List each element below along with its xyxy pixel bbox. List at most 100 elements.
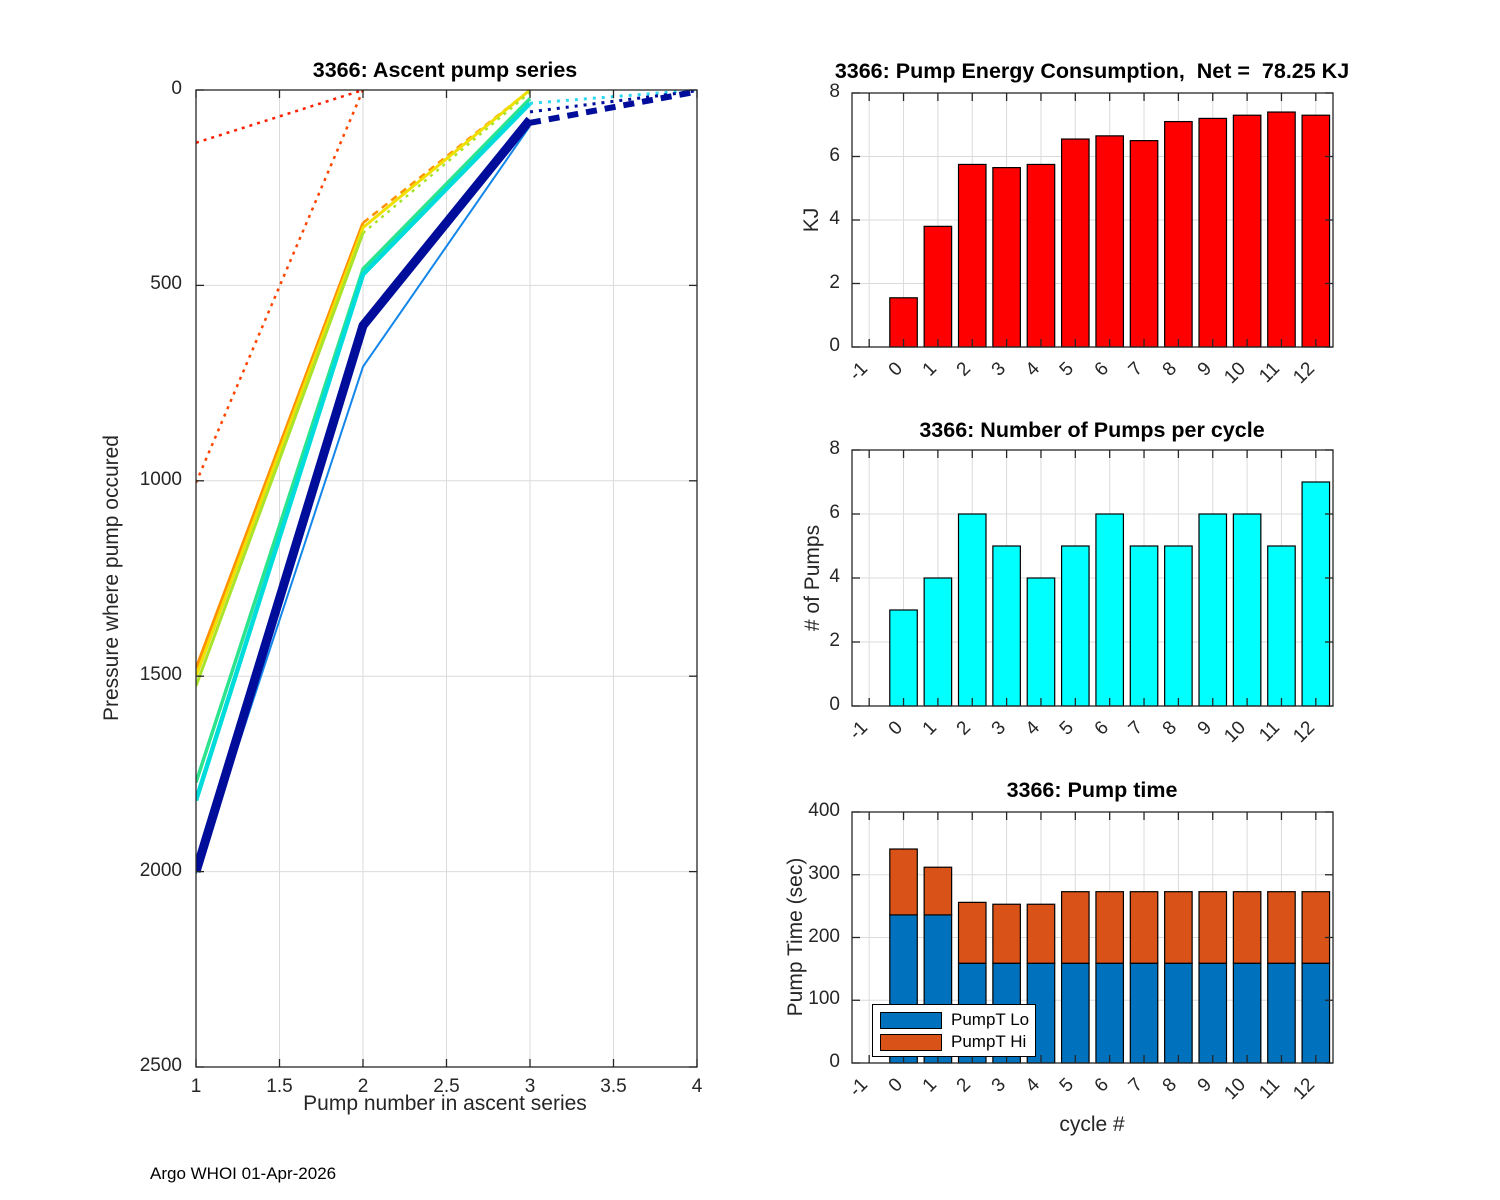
tick-label: 0 xyxy=(171,78,182,99)
tick-label: 8 xyxy=(829,438,840,459)
tick-label: 2 xyxy=(357,1076,369,1097)
pumpt-hi-swatch xyxy=(880,1033,942,1051)
energy-title: 3366: Pump Energy Consumption, Net = 78.… xyxy=(834,59,1350,83)
pumps-bar xyxy=(1129,545,1159,707)
energy-bar xyxy=(1060,138,1090,348)
tick-label: 0 xyxy=(829,694,840,715)
ascent-xlabel: Pump number in ascent series xyxy=(303,1092,587,1115)
time-legend: PumpT Lo PumpT Hi xyxy=(872,1004,1036,1057)
energy-bar xyxy=(1129,140,1159,348)
tick-label: 2500 xyxy=(139,1055,182,1076)
pumps-title: 3366: Number of Pumps per cycle xyxy=(919,418,1265,442)
time-bar-segment xyxy=(1198,891,1228,964)
ascent-series-orange-solid xyxy=(196,222,365,669)
tick-label: 2 xyxy=(829,630,840,651)
tick-label: 0 xyxy=(829,335,840,356)
pumps-bar xyxy=(957,513,987,707)
ascent-plot xyxy=(195,89,698,1068)
time-bar-segment xyxy=(957,901,987,964)
energy-bar xyxy=(889,297,918,348)
energy-bar xyxy=(1026,163,1056,348)
tick-label: 2 xyxy=(829,271,840,293)
pumpt-lo-swatch xyxy=(880,1011,942,1029)
time-bar-segment xyxy=(1095,891,1125,964)
time-bar-segment xyxy=(1026,903,1056,964)
tick-label: 3 xyxy=(524,1076,536,1097)
tick-label: 200 xyxy=(808,925,840,947)
tick-label: 8 xyxy=(829,81,840,102)
energy-bar xyxy=(1301,114,1331,348)
time-bar-segment xyxy=(1164,962,1193,1064)
ascent-series-cyan-solid xyxy=(196,101,532,802)
pumps-bar xyxy=(1060,545,1090,707)
pumps-bar xyxy=(1164,545,1193,707)
tick-label: 2000 xyxy=(139,859,182,881)
pumpt-lo-label: PumpT Lo xyxy=(951,1010,1030,1029)
figure-footer: Argo WHOI 01-Apr-2026 xyxy=(150,1164,337,1183)
time-bar-segment xyxy=(1232,962,1262,1064)
pumps-bar xyxy=(889,609,918,707)
tick-label: 300 xyxy=(808,862,840,884)
tick-label: 4 xyxy=(829,566,840,587)
tick-label: 1.5 xyxy=(266,1076,293,1097)
time-bar-segment xyxy=(1129,962,1159,1064)
time-xlabel: cycle # xyxy=(1059,1113,1125,1136)
tick-label: 6 xyxy=(829,502,840,523)
tick-label: 0 xyxy=(829,1051,840,1072)
time-bar-segment xyxy=(1267,962,1296,1064)
tick-label: 4 xyxy=(829,208,840,229)
energy-plot xyxy=(851,92,1334,348)
time-bar-segment xyxy=(1301,962,1331,1064)
ascent-series-chartreuse-solid xyxy=(196,232,365,687)
pumps-bar xyxy=(992,545,1021,707)
time-bar-segment xyxy=(1301,891,1331,964)
time-bar-segment xyxy=(923,866,953,916)
energy-bar xyxy=(1267,111,1296,348)
ascent-series-yellow-solid xyxy=(196,90,531,677)
time-bar-segment xyxy=(1129,891,1159,964)
tick-label: 1500 xyxy=(139,664,182,686)
ascent-series-navy-thick-solid xyxy=(196,116,534,873)
pumps-bar xyxy=(1095,513,1125,707)
energy-bar xyxy=(1232,114,1262,348)
energy-bar xyxy=(923,225,953,348)
energy-bar xyxy=(1198,117,1228,348)
time-bar-segment xyxy=(1060,891,1090,964)
time-bar-segment xyxy=(992,903,1021,964)
tick-label: 2.5 xyxy=(433,1076,460,1097)
time-bar-segment xyxy=(889,848,918,916)
time-bar-segment xyxy=(1164,891,1193,964)
tick-label: 1000 xyxy=(139,468,182,490)
time-bar-segment xyxy=(1060,962,1090,1064)
tick-label: 6 xyxy=(829,144,840,166)
tick-label: 100 xyxy=(808,988,840,1010)
tick-label: 400 xyxy=(808,800,840,821)
energy-bar xyxy=(1164,120,1193,348)
time-bar-segment xyxy=(1267,891,1296,964)
pumps-bar xyxy=(1232,513,1262,707)
time-bar-segment xyxy=(1198,962,1228,1064)
time-bar-segment xyxy=(1232,891,1262,964)
ascent-title: 3366: Ascent pump series xyxy=(312,58,578,82)
energy-bar xyxy=(957,163,987,348)
ascent-series-navy-dashed xyxy=(529,90,697,126)
pumps-plot xyxy=(851,449,1334,707)
tick-label: 4 xyxy=(691,1076,703,1097)
pumps-bar xyxy=(1026,577,1056,707)
ascent-series-springgreen-solid xyxy=(196,97,532,784)
pumps-bar xyxy=(1198,513,1228,707)
pumps-bar xyxy=(1267,545,1296,707)
time-bar-segment xyxy=(1095,962,1125,1064)
pumps-bar xyxy=(1301,481,1331,707)
tick-label: 500 xyxy=(150,273,182,295)
ascent-ylabel: Pressure where pump occured xyxy=(100,435,123,721)
tick-label: 1 xyxy=(190,1076,202,1097)
energy-bar xyxy=(992,167,1021,348)
ascent-series-red-dotted-shallow xyxy=(196,90,364,144)
pumpt-hi-label: PumpT Hi xyxy=(951,1032,1027,1051)
ascent-series-navy-dotted xyxy=(529,90,697,114)
legend-row-pumpt-hi: PumpT Hi xyxy=(880,1031,1029,1053)
energy-bar xyxy=(1095,135,1125,348)
legend-row-pumpt-lo: PumpT Lo xyxy=(880,1009,1029,1031)
